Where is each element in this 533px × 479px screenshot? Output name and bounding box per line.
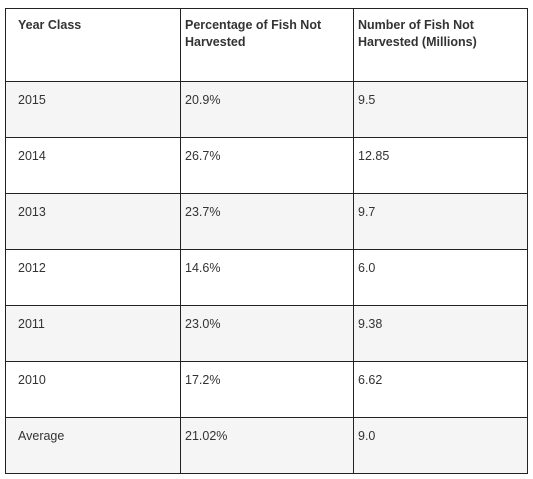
cell-year-class: Average: [5, 417, 181, 474]
cell-number: 12.85: [353, 137, 528, 194]
cell-percentage: 26.7%: [180, 137, 354, 194]
table-row: 2011 23.0% 9.38: [5, 305, 528, 362]
table-row: 2010 17.2% 6.62: [5, 361, 528, 418]
cell-percentage: 23.7%: [180, 193, 354, 250]
cell-percentage: 17.2%: [180, 361, 354, 418]
cell-year-class: 2013: [5, 193, 181, 250]
cell-number: 6.0: [353, 249, 528, 306]
cell-number: 6.62: [353, 361, 528, 418]
cell-percentage: 21.02%: [180, 417, 354, 474]
cell-percentage: 14.6%: [180, 249, 354, 306]
cell-year-class: 2014: [5, 137, 181, 194]
cell-number: 9.0: [353, 417, 528, 474]
cell-number: 9.7: [353, 193, 528, 250]
cell-year-class: 2012: [5, 249, 181, 306]
header-number-not-harvested: Number of Fish Not Harvested (Millions): [353, 8, 528, 82]
table-header-row: Year Class Percentage of Fish Not Harves…: [5, 8, 528, 82]
cell-year-class: 2015: [5, 81, 181, 138]
table-row: 2014 26.7% 12.85: [5, 137, 528, 194]
data-table-container: Year Class Percentage of Fish Not Harves…: [5, 8, 528, 474]
cell-percentage: 23.0%: [180, 305, 354, 362]
header-percentage-not-harvested: Percentage of Fish Not Harvested: [180, 8, 354, 82]
cell-number: 9.5: [353, 81, 528, 138]
table-row: 2012 14.6% 6.0: [5, 249, 528, 306]
table-row: 2013 23.7% 9.7: [5, 193, 528, 250]
cell-year-class: 2011: [5, 305, 181, 362]
cell-number: 9.38: [353, 305, 528, 362]
fish-harvest-table: Year Class Percentage of Fish Not Harves…: [5, 8, 528, 474]
table-row: 2015 20.9% 9.5: [5, 81, 528, 138]
cell-year-class: 2010: [5, 361, 181, 418]
table-row-average: Average 21.02% 9.0: [5, 417, 528, 474]
header-year-class: Year Class: [5, 8, 181, 82]
cell-percentage: 20.9%: [180, 81, 354, 138]
